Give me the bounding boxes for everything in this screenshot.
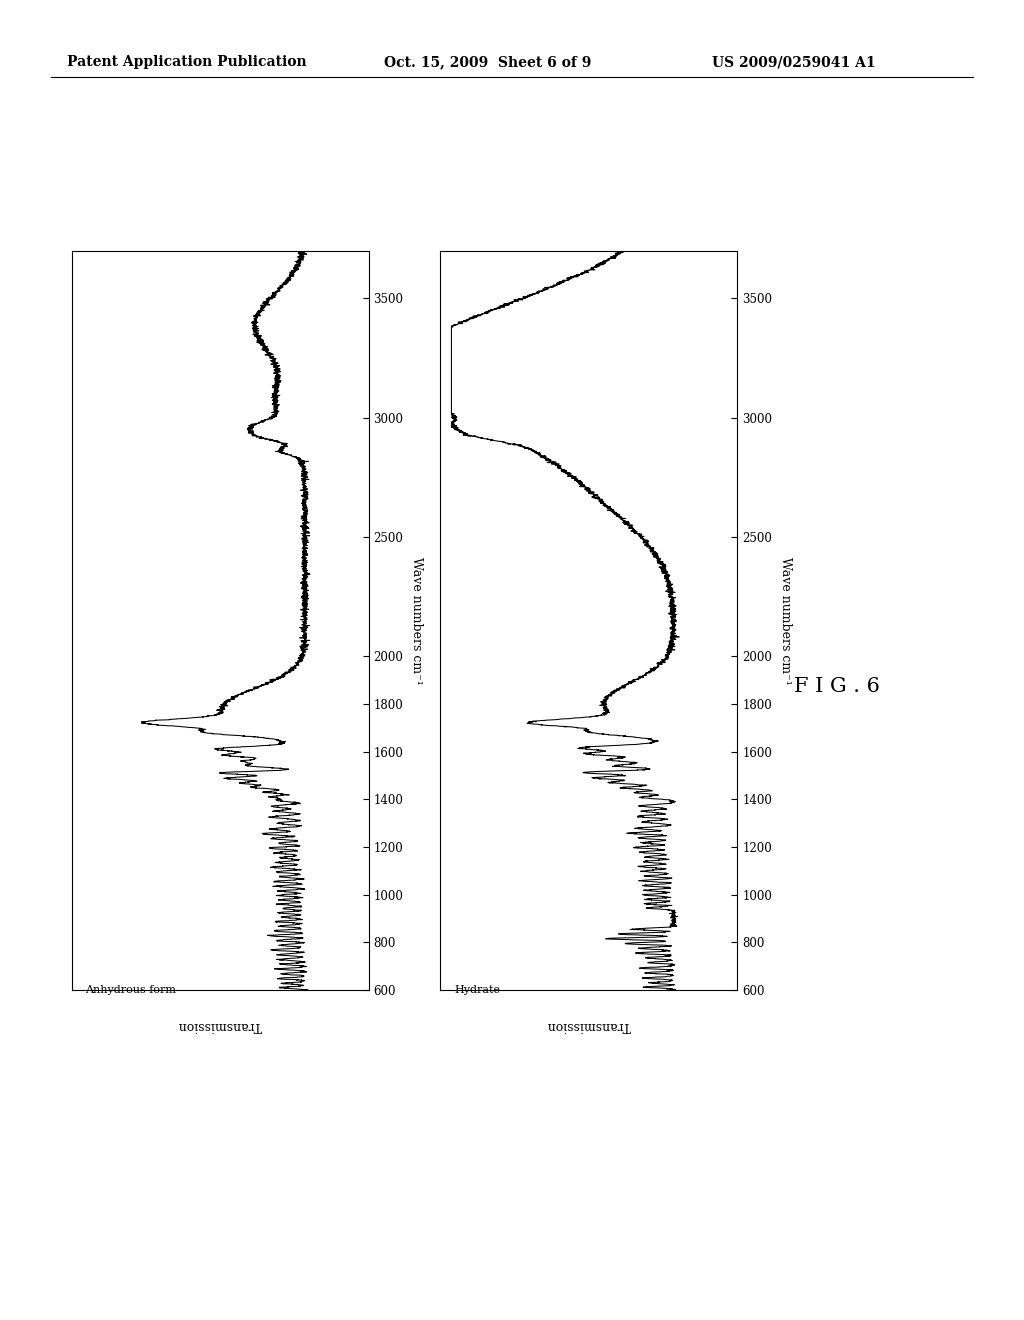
Text: Oct. 15, 2009  Sheet 6 of 9: Oct. 15, 2009 Sheet 6 of 9 <box>384 55 592 70</box>
Text: F I G . 6: F I G . 6 <box>794 677 880 696</box>
Text: Patent Application Publication: Patent Application Publication <box>67 55 306 70</box>
Y-axis label: Wave numbers cm⁻¹: Wave numbers cm⁻¹ <box>411 557 424 684</box>
Text: Transmission: Transmission <box>178 1019 262 1032</box>
Text: Hydrate: Hydrate <box>455 985 500 995</box>
Text: Anhydrous form: Anhydrous form <box>86 985 176 995</box>
Y-axis label: Wave numbers cm⁻¹: Wave numbers cm⁻¹ <box>779 557 793 684</box>
Text: US 2009/0259041 A1: US 2009/0259041 A1 <box>712 55 876 70</box>
Text: Transmission: Transmission <box>547 1019 631 1032</box>
